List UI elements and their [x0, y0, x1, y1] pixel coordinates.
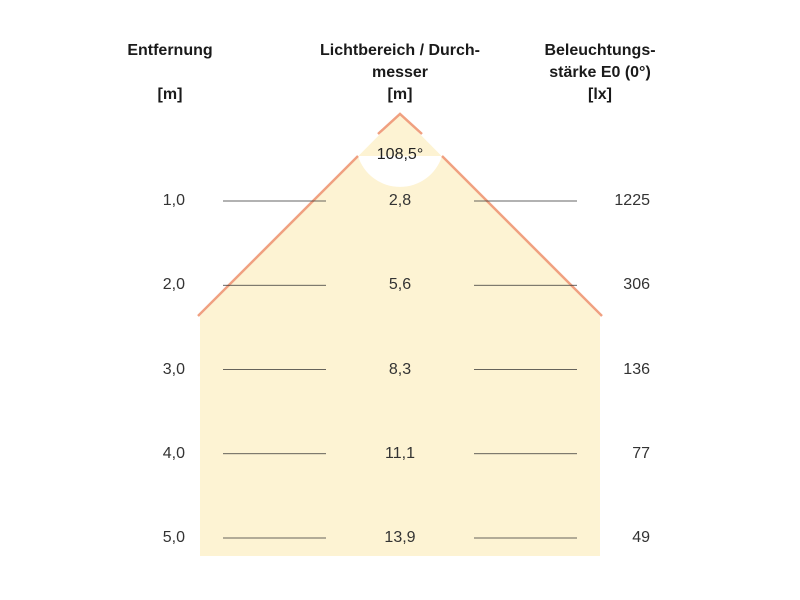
distance-header-label: Entfernung: [127, 42, 213, 59]
row-3-distance: 3,0: [162, 360, 185, 378]
row-4-distance: 4,0: [162, 444, 185, 462]
beam-angle-label: 108,5°: [376, 146, 424, 163]
row-4-illuminance: 77: [632, 444, 650, 462]
light-cone-edge-left: [197, 155, 359, 317]
row-1-distance: 1,0: [162, 192, 185, 209]
row-4-diameter: 11,1: [385, 444, 415, 462]
distance-header-unit: [m]: [157, 86, 183, 103]
diameter-header-label-1: Lichtbereich / Durch-: [319, 42, 481, 59]
light-cone-fill: [200, 114, 600, 556]
diameter-header-label-2: messer: [371, 64, 429, 81]
row-5-distance: 5,0: [162, 529, 185, 546]
distance-header: Entfernung [m]: [110, 40, 230, 106]
illuminance-header-label-1: Beleuchtungs-: [544, 42, 656, 59]
row-5-illuminance: 49: [632, 529, 650, 546]
row-2-distance: 2,0: [162, 276, 185, 294]
row-1-illuminance: 1225: [614, 192, 650, 209]
illuminance-header-label-2: stärke E0 (0°): [549, 64, 651, 81]
light-cone-edge-right: [441, 155, 603, 317]
diameter-header-unit: [m]: [387, 86, 413, 103]
row-1-diameter: 2,8: [388, 192, 412, 209]
row-5-diameter: 13,9: [384, 529, 416, 546]
illuminance-header: Beleuchtungs- stärke E0 (0°) [lx]: [520, 40, 680, 106]
row-2-diameter: 5,6: [388, 276, 412, 294]
row-3-diameter: 8,3: [388, 360, 412, 378]
light-cone-edge-left: [377, 112, 423, 135]
row-2-illuminance: 306: [623, 276, 650, 294]
diameter-header: Lichtbereich / Durch- messer [m]: [300, 40, 500, 106]
row-3-illuminance: 136: [623, 360, 650, 378]
beam-angle-arc: [358, 156, 442, 187]
illuminance-header-unit: [lx]: [588, 86, 612, 103]
